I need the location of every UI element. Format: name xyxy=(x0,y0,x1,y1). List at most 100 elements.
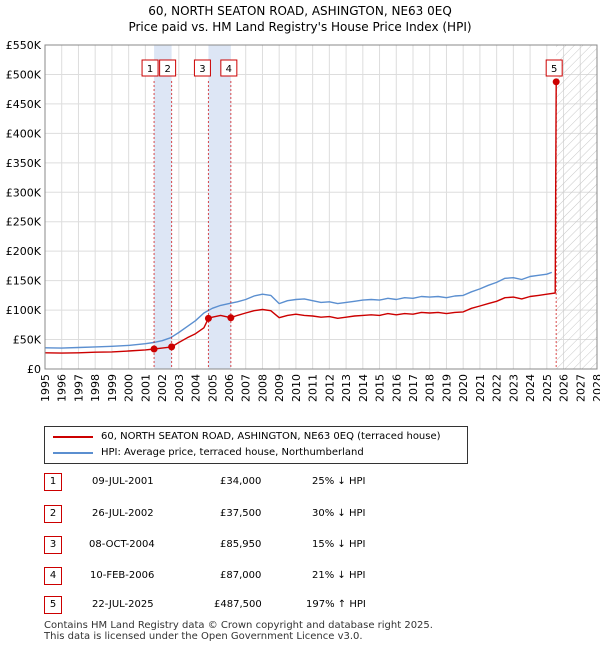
x-tick-label: 2009 xyxy=(273,374,286,402)
x-tick-label: 2025 xyxy=(541,374,554,402)
x-tick-label: 2027 xyxy=(574,374,587,402)
sale-marker-badge: 5 xyxy=(44,596,62,614)
y-tick-label: £50K xyxy=(13,334,42,347)
sale-row-4: 4 10-FEB-2006 £87,000 21% ↓ HPI xyxy=(0,566,600,586)
sale-date: 10-FEB-2006 xyxy=(90,570,155,581)
plot-background xyxy=(45,45,597,369)
x-tick-label: 2003 xyxy=(173,374,186,402)
sale-row-1: 1 09-JUL-2001 £34,000 25% ↓ HPI xyxy=(0,472,600,492)
x-tick-label: 2015 xyxy=(374,374,387,402)
sale-marker-badge: 3 xyxy=(44,536,62,554)
x-tick-label: 2018 xyxy=(424,374,437,402)
x-tick-label: 1995 xyxy=(39,374,52,402)
sale-date: 22-JUL-2025 xyxy=(92,599,154,610)
y-tick-label: £450K xyxy=(6,98,42,111)
sale-date: 09-JUL-2001 xyxy=(92,476,154,487)
legend-hpi-label: HPI: Average price, terraced house, Nort… xyxy=(101,447,364,458)
sale-price: £87,000 xyxy=(220,570,262,581)
legend-property-label: 60, NORTH SEATON ROAD, ASHINGTON, NE63 0… xyxy=(101,431,441,442)
x-tick-label: 2020 xyxy=(457,374,470,402)
x-tick-label: 2024 xyxy=(524,374,537,402)
x-tick-label: 2005 xyxy=(206,374,219,402)
sale-date: 08-OCT-2004 xyxy=(89,539,155,550)
sale-label-box xyxy=(141,59,159,77)
y-tick-label: £100K xyxy=(6,304,42,317)
x-tick-label: 2007 xyxy=(240,374,253,402)
y-tick-label: £350K xyxy=(6,157,42,170)
x-tick-label: 2021 xyxy=(474,374,487,402)
sale-label-number: 4 xyxy=(226,64,232,75)
sale-point xyxy=(227,314,235,322)
x-tick-label: 2028 xyxy=(591,374,600,402)
sale-marker-badge: 1 xyxy=(44,473,62,491)
sale-period-shade xyxy=(154,45,172,369)
x-tick-label: 1999 xyxy=(106,374,119,402)
sale-marker-badge: 4 xyxy=(44,567,62,585)
x-tick-label: 2019 xyxy=(440,374,453,402)
sale-period-shade xyxy=(208,45,231,369)
sale-hpi-diff: 25% ↓ HPI xyxy=(312,476,366,487)
sale-hpi-diff: 30% ↓ HPI xyxy=(312,508,366,519)
sale-price: £37,500 xyxy=(220,508,262,519)
x-tick-label: 2010 xyxy=(290,374,303,402)
x-tick-label: 2022 xyxy=(491,374,504,402)
chart-title: 60, NORTH SEATON ROAD, ASHINGTON, NE63 0… xyxy=(148,4,452,18)
x-tick-label: 2017 xyxy=(407,374,420,402)
property-series-line xyxy=(44,81,557,354)
x-tick-label: 2013 xyxy=(340,374,353,402)
sale-hpi-diff: 197% ↑ HPI xyxy=(306,599,366,610)
y-tick-label: £150K xyxy=(6,275,42,288)
y-tick-label: £250K xyxy=(6,216,42,229)
x-tick-label: 2000 xyxy=(123,374,136,402)
sale-label-box xyxy=(193,59,211,77)
sale-label-number: 1 xyxy=(147,64,153,75)
y-tick-label: £300K xyxy=(6,186,42,199)
x-tick-label: 2011 xyxy=(307,374,320,402)
sale-hpi-diff: 21% ↓ HPI xyxy=(312,570,366,581)
x-tick-label: 2026 xyxy=(558,374,571,402)
sale-point xyxy=(150,345,158,353)
x-tick-label: 1997 xyxy=(72,374,85,402)
x-tick-label: 2001 xyxy=(139,374,152,402)
sale-price: £85,950 xyxy=(220,539,262,550)
y-tick-label: £400K xyxy=(6,127,42,140)
sale-point xyxy=(204,314,212,322)
x-tick-label: 2006 xyxy=(223,374,236,402)
sale-hpi-diff: 15% ↓ HPI xyxy=(312,539,366,550)
x-tick-label: 1998 xyxy=(89,374,102,402)
x-tick-label: 2012 xyxy=(323,374,336,402)
hpi-series-line xyxy=(44,271,553,349)
sale-point xyxy=(552,78,560,86)
x-tick-label: 1996 xyxy=(56,374,69,402)
legend-hpi-swatch xyxy=(53,452,93,454)
sale-label-box xyxy=(220,59,238,77)
x-tick-label: 2002 xyxy=(156,374,169,402)
y-tick-label: £0 xyxy=(27,363,41,376)
legend-property-swatch xyxy=(53,436,93,438)
sale-row-5: 5 22-JUL-2025 £487,500 197% ↑ HPI xyxy=(0,595,600,615)
sale-label-number: 5 xyxy=(551,64,557,75)
footer: Contains HM Land Registry data © Crown c… xyxy=(44,620,433,642)
y-tick-label: £550K xyxy=(6,39,42,52)
sale-date: 26-JUL-2002 xyxy=(92,508,154,519)
sale-marker-badge: 2 xyxy=(44,505,62,523)
chart-legend: 60, NORTH SEATON ROAD, ASHINGTON, NE63 0… xyxy=(44,426,468,464)
future-hatch xyxy=(556,45,597,369)
footer-copyright: Contains HM Land Registry data © Crown c… xyxy=(44,620,433,631)
x-tick-label: 2014 xyxy=(357,374,370,402)
sale-price: £487,500 xyxy=(214,599,262,610)
sale-label-box xyxy=(159,59,177,77)
sale-row-2: 2 26-JUL-2002 £37,500 30% ↓ HPI xyxy=(0,504,600,524)
sale-label-number: 2 xyxy=(164,64,170,75)
x-tick-label: 2008 xyxy=(256,374,269,402)
x-tick-label: 2023 xyxy=(507,374,520,402)
chart-subtitle: Price paid vs. HM Land Registry's House … xyxy=(128,20,472,34)
sale-label-number: 3 xyxy=(199,64,205,75)
x-tick-label: 2016 xyxy=(390,374,403,402)
plot-frame xyxy=(44,44,598,370)
y-tick-label: £500K xyxy=(6,68,42,81)
footer-license: This data is licensed under the Open Gov… xyxy=(44,631,363,642)
sale-label-box xyxy=(545,59,563,77)
sale-price: £34,000 xyxy=(220,476,262,487)
